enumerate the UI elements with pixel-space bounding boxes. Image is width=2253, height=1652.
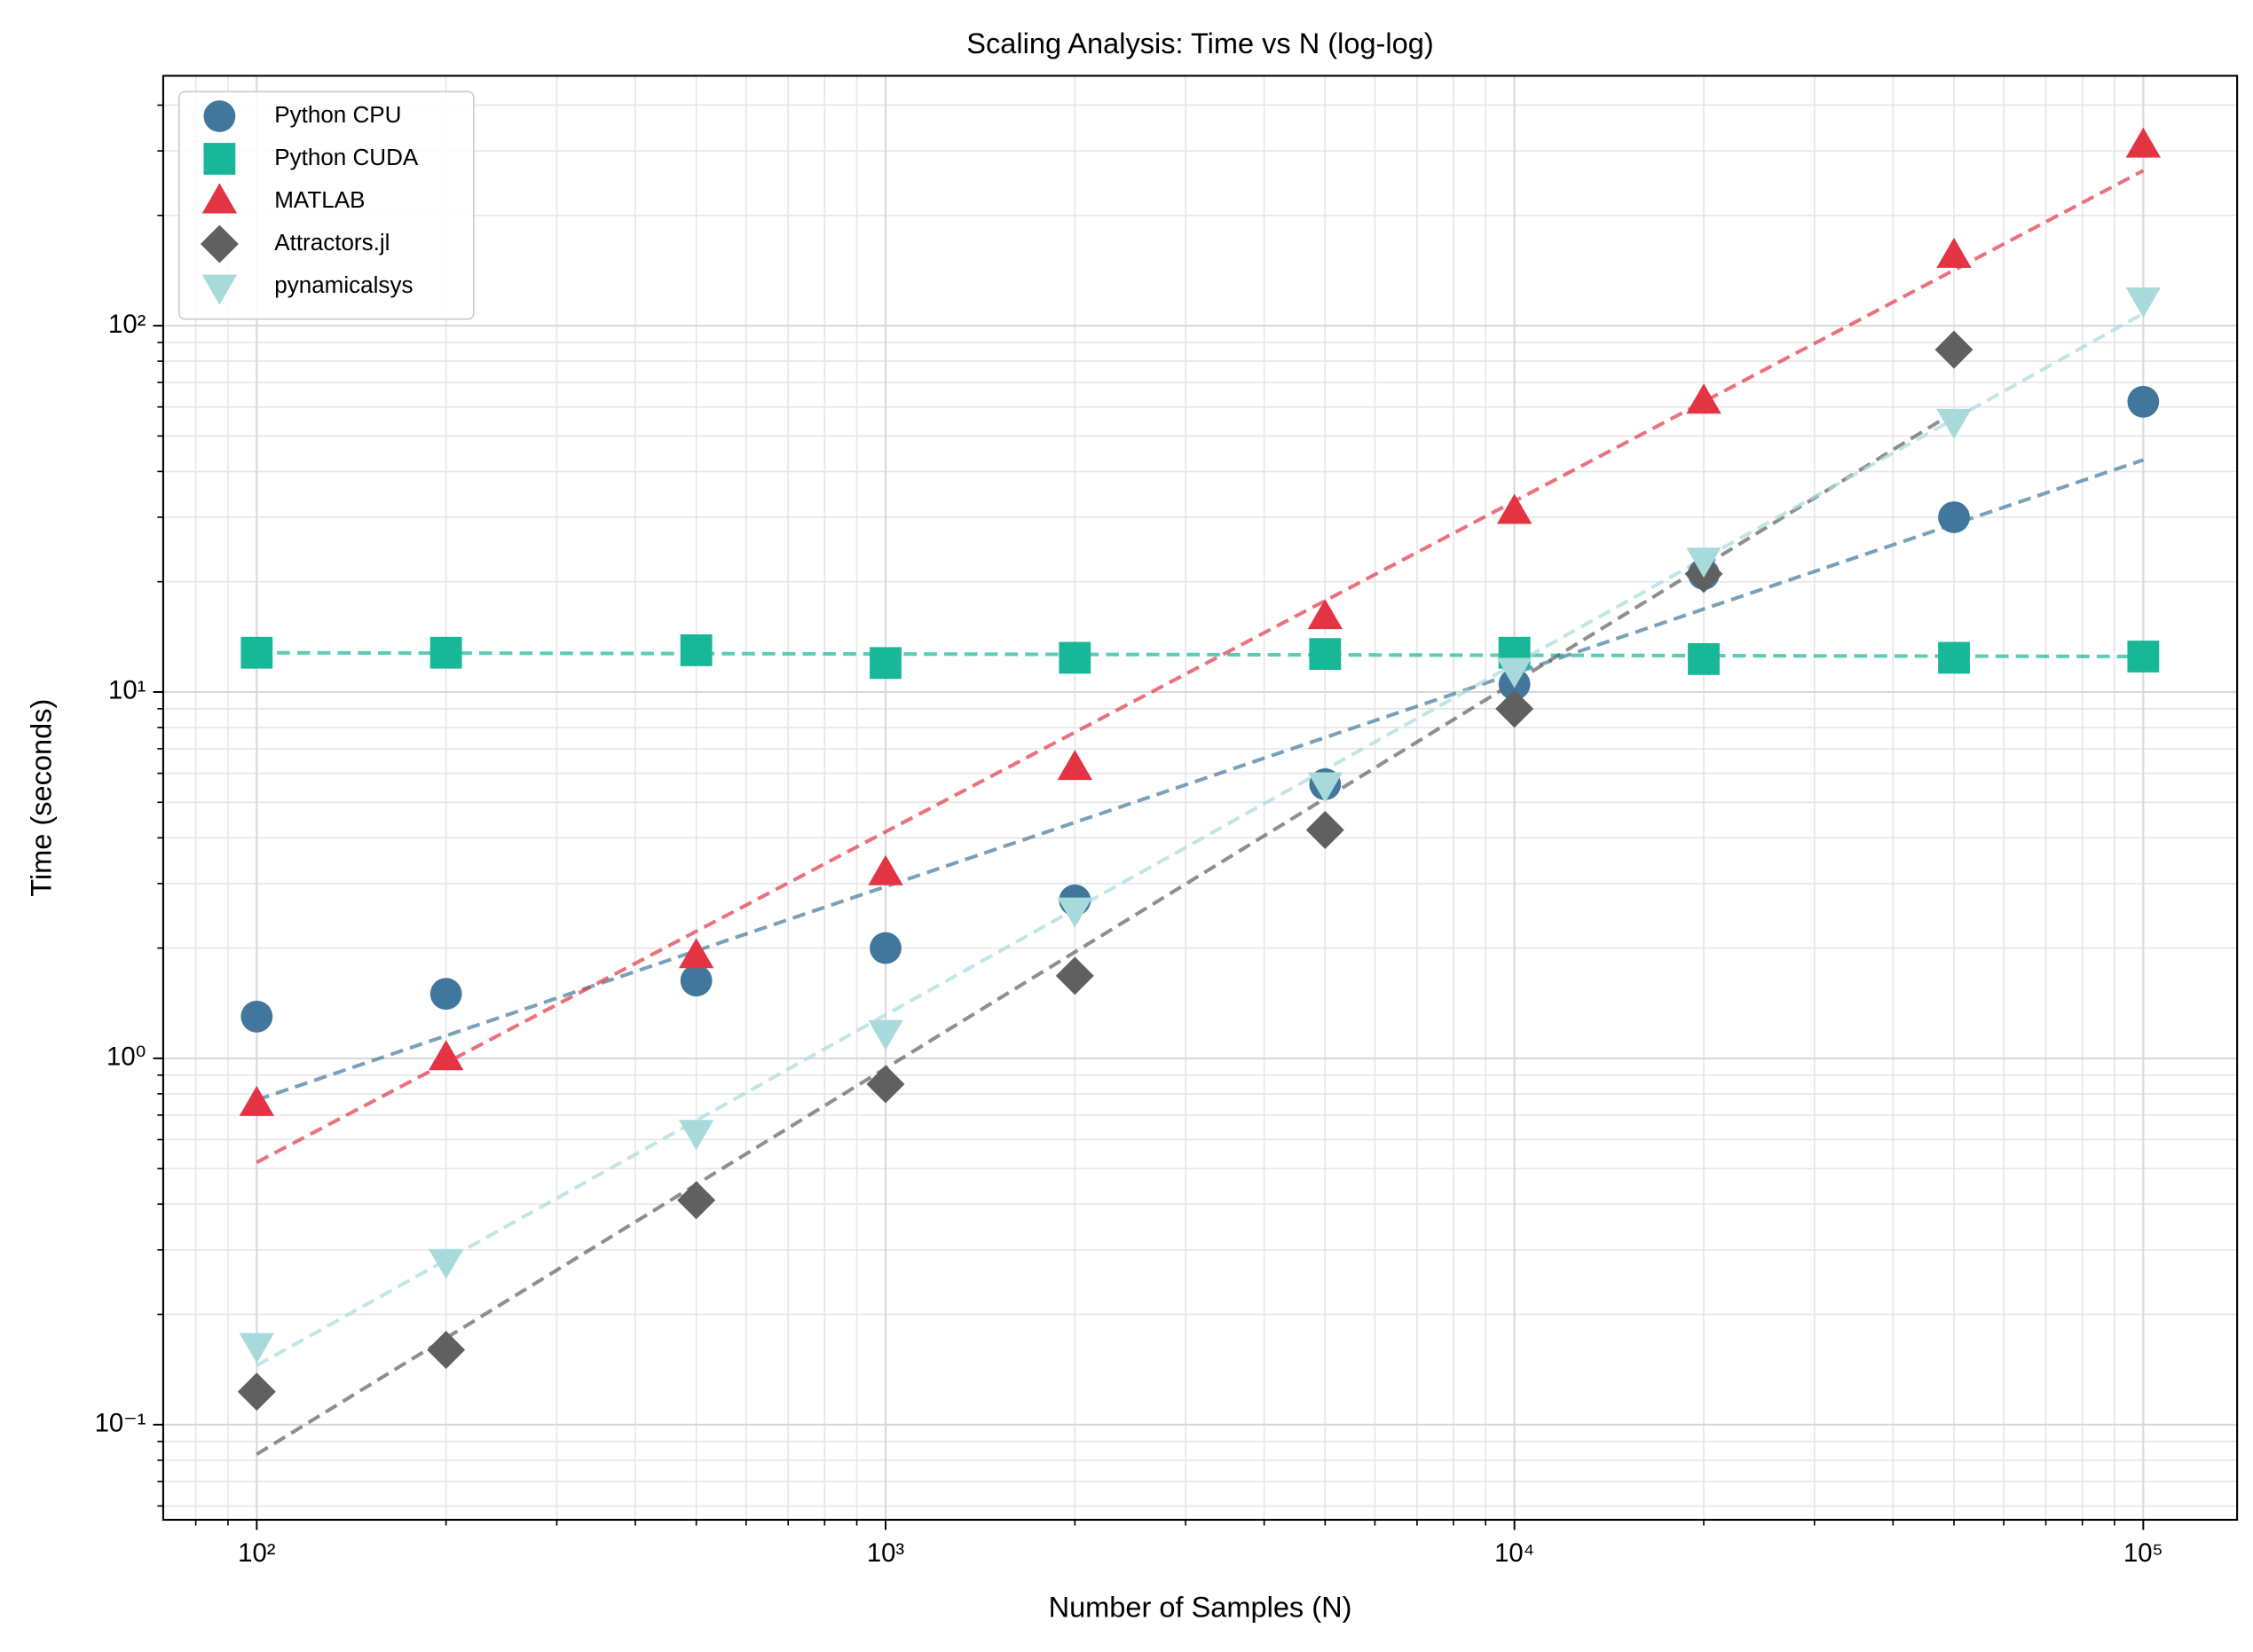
data-point [240, 636, 273, 669]
data-point [870, 932, 902, 964]
data-point [1496, 493, 1532, 524]
trend-line [256, 458, 2145, 1102]
data-point [239, 1333, 275, 1364]
data-point [1059, 641, 1091, 674]
plot-area [237, 127, 2162, 1456]
data-point [868, 854, 903, 885]
legend-marker [203, 143, 236, 175]
data-point [237, 1373, 276, 1412]
data-point [680, 964, 713, 997]
y-tick-label: 10⁻¹ [95, 1409, 146, 1438]
data-point [1057, 897, 1093, 928]
data-point [868, 1019, 903, 1050]
data-point [429, 978, 462, 1011]
legend: Python CPU Python CUDA MATLAB Attractors.jl… [178, 90, 475, 320]
data-point [680, 634, 713, 666]
legend-marker [203, 100, 236, 132]
legend-label: Python CPU [274, 101, 401, 128]
data-point [677, 1181, 716, 1220]
data-point [1688, 642, 1720, 675]
data-point [1309, 638, 1342, 671]
trend-line [256, 650, 2144, 659]
data-point [2127, 641, 2160, 673]
data-point [2125, 287, 2162, 318]
data-point [678, 938, 714, 969]
data-point [1055, 956, 1094, 995]
data-point [678, 1120, 714, 1151]
trend-line [256, 311, 2145, 1367]
legend-label: pynamicalsys [274, 271, 413, 298]
data-point [429, 636, 462, 669]
data-point [1938, 641, 1970, 674]
data-point [240, 1000, 273, 1033]
data-point [866, 1065, 905, 1104]
data-point [1938, 501, 1970, 533]
y-axis-label: Time (seconds) [25, 699, 57, 897]
x-tick-label: 10⁴ [1494, 1538, 1534, 1568]
data-point [427, 1331, 466, 1369]
y-tick-label: 10² [108, 310, 146, 339]
data-point [239, 1085, 275, 1116]
data-point [1936, 237, 1972, 268]
legend-label: Python CUDA [274, 144, 419, 170]
data-point [428, 1040, 464, 1071]
chart-title: Scaling Analysis: Time vs N (log-log) [966, 28, 1433, 59]
data-point [870, 647, 902, 680]
legend-marker [201, 274, 238, 305]
legend-marker [201, 183, 238, 214]
data-point [1305, 811, 1344, 850]
data-point [1495, 689, 1534, 728]
legend-label: MATLAB [274, 186, 365, 213]
data-point [1057, 750, 1093, 781]
y-tick-label: 10⁰ [106, 1042, 146, 1072]
x-tick-label: 10² [238, 1538, 276, 1568]
trend-line [256, 411, 1956, 1456]
data-point [1686, 383, 1721, 414]
data-point [1936, 408, 1972, 439]
data-point [1307, 772, 1343, 803]
legend-label: Attractors.jl [274, 229, 390, 256]
data-point [1686, 547, 1721, 578]
x-axis-label: Number of Samples (N) [1049, 1591, 1352, 1623]
data-point [428, 1248, 464, 1279]
data-point [2125, 127, 2162, 158]
trend-line [256, 169, 2145, 1164]
data-point [2127, 385, 2160, 418]
data-point [1307, 599, 1343, 630]
data-point [1496, 657, 1532, 688]
x-tick-label: 10⁵ [2123, 1538, 2163, 1568]
plot-frame [161, 75, 2239, 1522]
legend-marker [200, 224, 239, 264]
x-tick-label: 10³ [867, 1538, 905, 1568]
legend-box [178, 90, 475, 320]
y-tick-label: 10¹ [108, 676, 146, 705]
